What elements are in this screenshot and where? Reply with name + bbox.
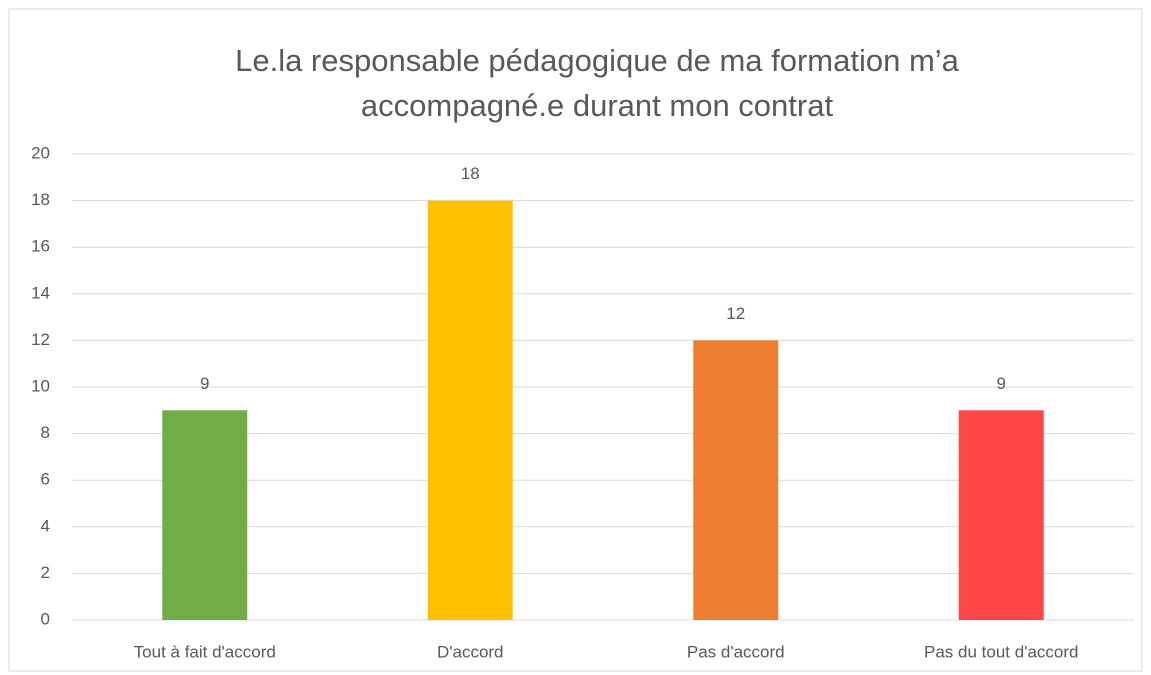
chart-title: Le.la responsable pédagogique de ma form… xyxy=(235,43,960,78)
y-tick-label: 4 xyxy=(41,516,50,535)
chart-title: accompagné.e durant mon contrat xyxy=(361,88,834,123)
bar xyxy=(693,340,779,620)
data-label: 18 xyxy=(461,164,480,183)
y-tick-label: 0 xyxy=(41,609,50,628)
bar xyxy=(427,200,513,620)
y-tick-label: 14 xyxy=(31,283,50,302)
y-tick-label: 20 xyxy=(31,143,50,162)
data-label: 9 xyxy=(997,374,1006,393)
y-tick-label: 8 xyxy=(41,423,50,442)
x-tick-label: Tout à fait d'accord xyxy=(134,642,276,661)
x-tick-label: Pas du tout d'accord xyxy=(924,642,1078,661)
data-label: 12 xyxy=(726,304,745,323)
y-tick-label: 6 xyxy=(41,470,50,489)
bar xyxy=(162,410,248,620)
bar xyxy=(958,410,1044,620)
y-tick-label: 12 xyxy=(31,330,50,349)
x-tick-label: D'accord xyxy=(437,642,504,661)
y-tick-label: 10 xyxy=(31,376,50,395)
x-tick-label: Pas d'accord xyxy=(687,642,785,661)
y-tick-label: 18 xyxy=(31,190,50,209)
y-tick-label: 16 xyxy=(31,237,50,256)
y-tick-label: 2 xyxy=(41,563,50,582)
data-label: 9 xyxy=(200,374,209,393)
